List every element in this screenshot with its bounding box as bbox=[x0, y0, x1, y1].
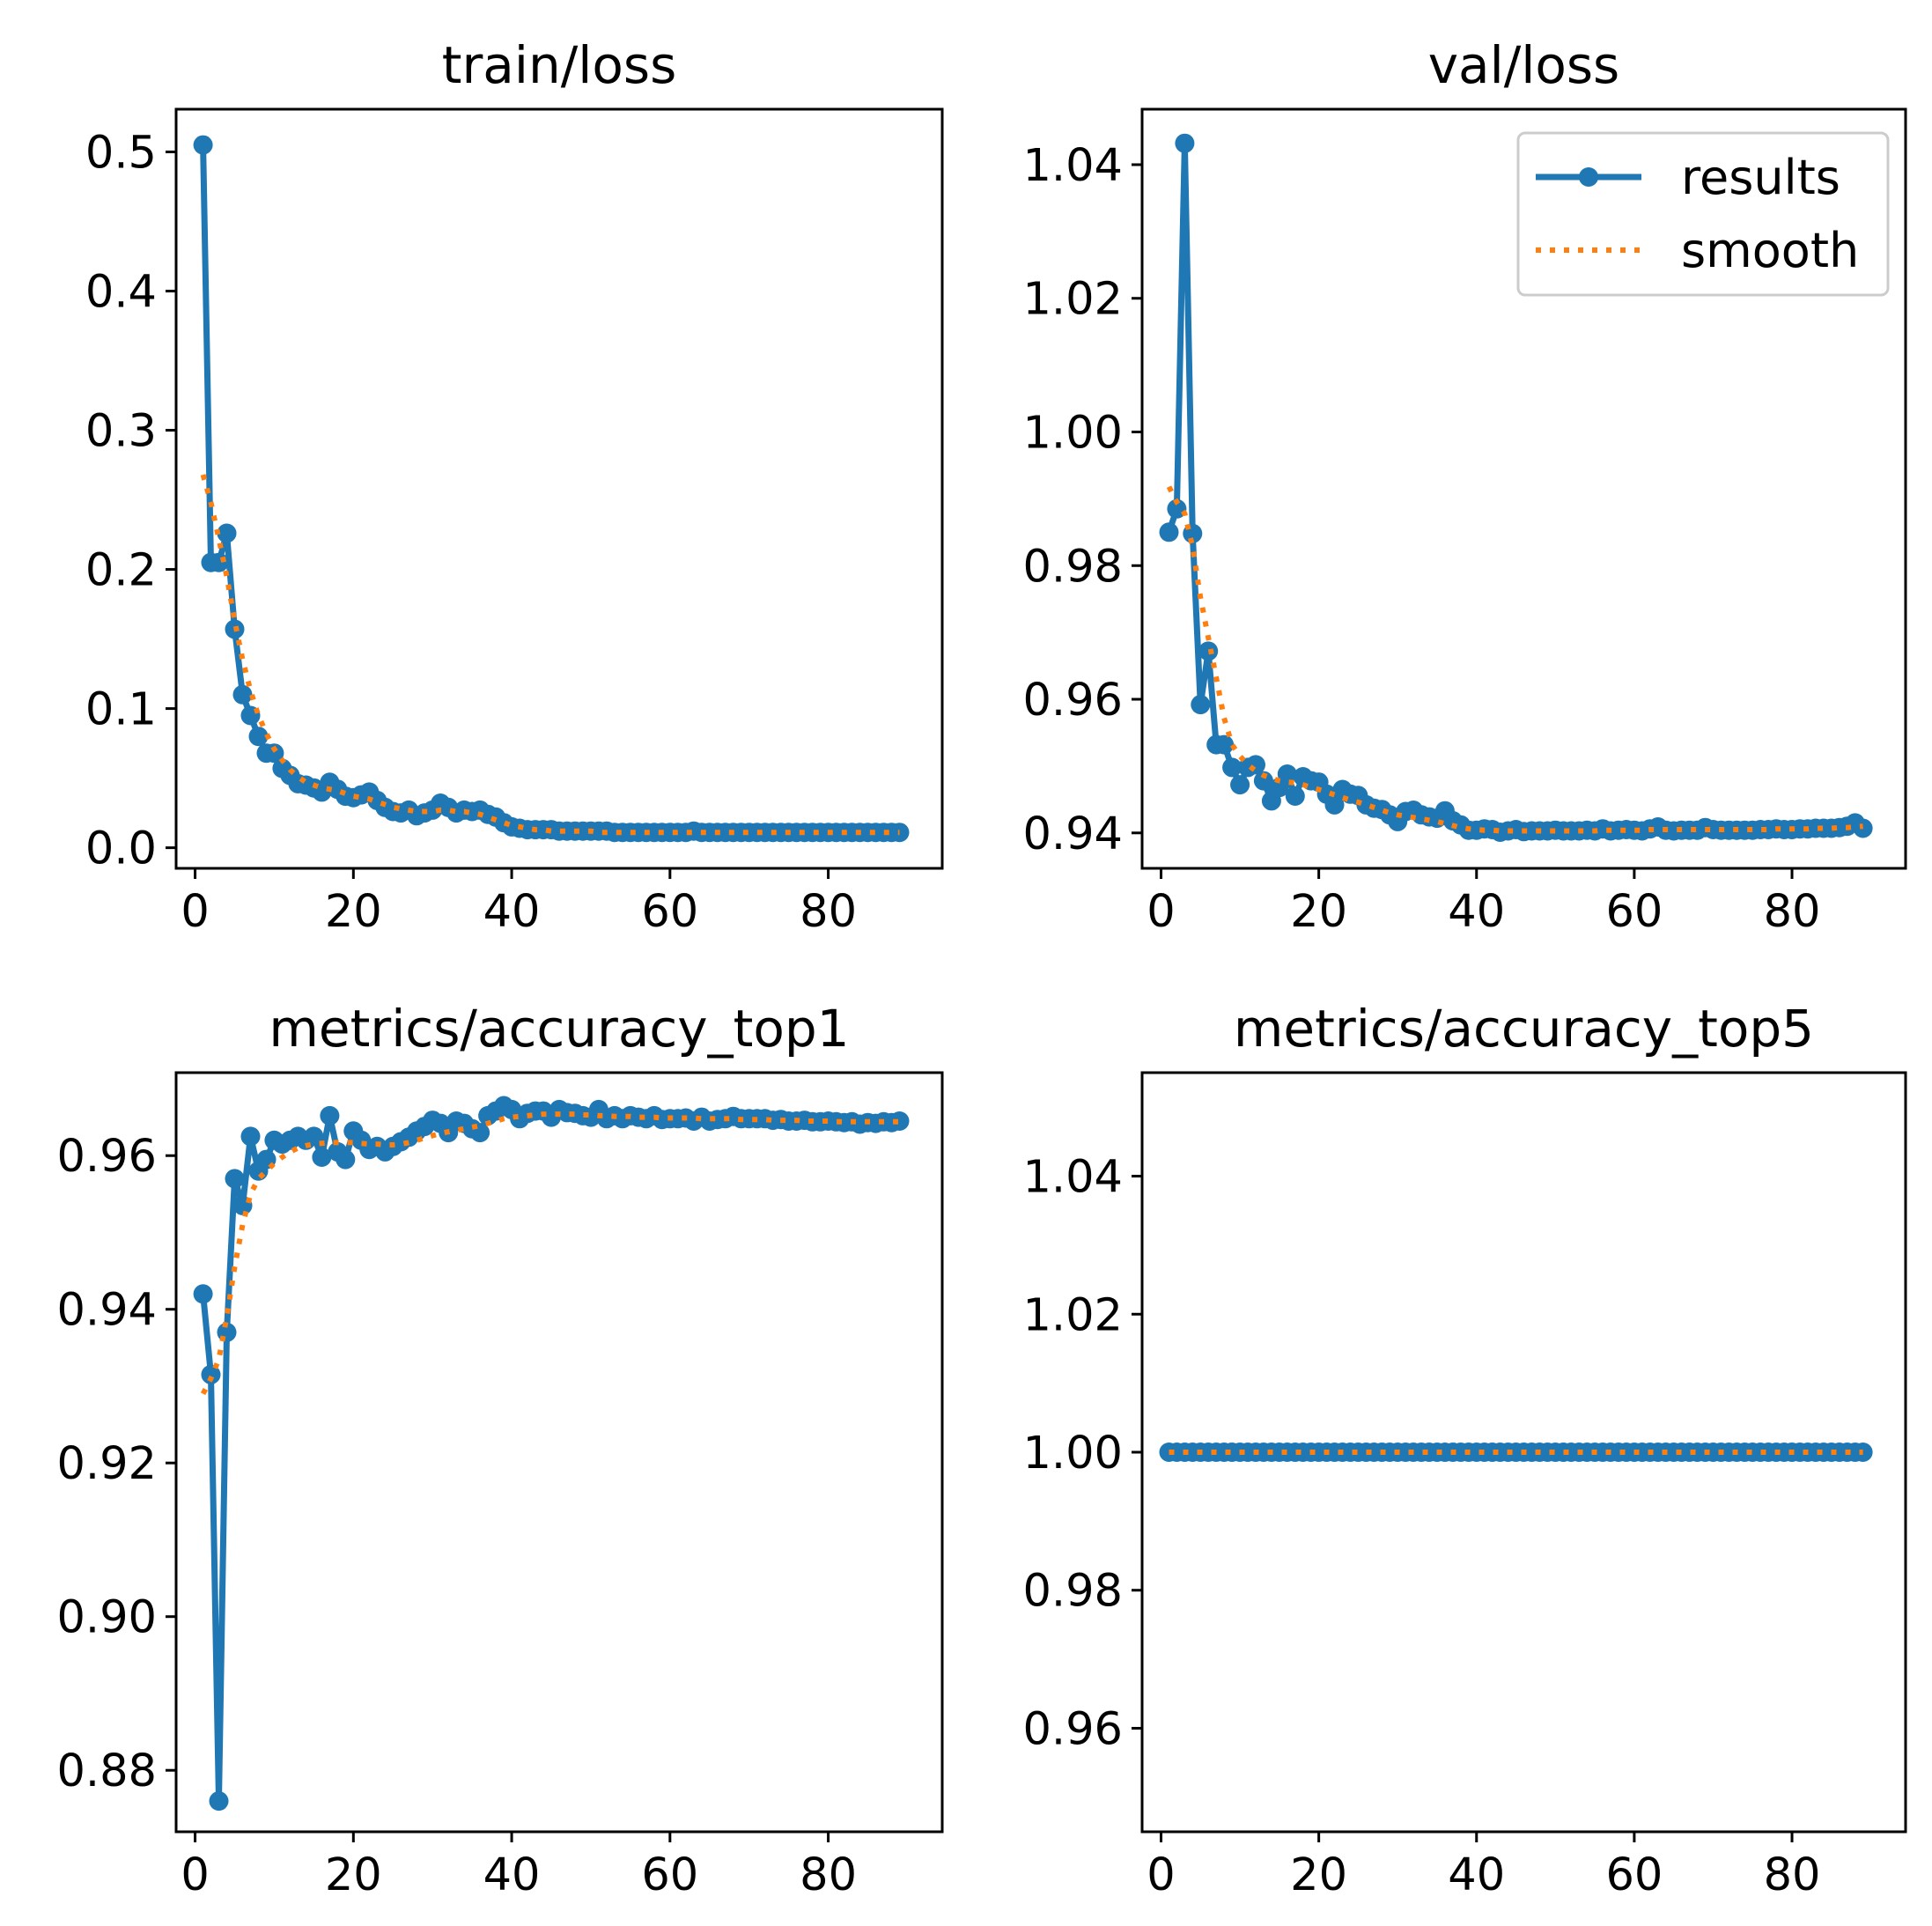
results-point bbox=[1324, 794, 1345, 815]
y-tick-label: 0.4 bbox=[85, 267, 157, 319]
legend-box bbox=[1516, 131, 1890, 297]
plot-frame bbox=[174, 107, 944, 870]
x-tick-label: 60 bbox=[641, 886, 698, 938]
y-tick-label: 1.00 bbox=[1022, 1428, 1123, 1480]
results-point bbox=[240, 1126, 261, 1147]
x-tick-label: 80 bbox=[800, 886, 857, 938]
results-point bbox=[312, 1147, 332, 1167]
y-tick-label: 0.1 bbox=[85, 684, 157, 736]
results-line bbox=[200, 142, 903, 836]
smooth-line bbox=[1166, 485, 1863, 834]
x-tick-label: 80 bbox=[1764, 886, 1821, 938]
results-point bbox=[304, 1126, 324, 1147]
x-tick-label: 0 bbox=[181, 886, 209, 938]
y-tick-label: 0.90 bbox=[56, 1592, 157, 1644]
x-tick-label: 20 bbox=[1290, 886, 1347, 938]
results-point bbox=[193, 135, 213, 155]
y-tick-label: 0.96 bbox=[56, 1131, 157, 1183]
y-tick-label: 0.92 bbox=[56, 1438, 157, 1490]
y-tick-label: 1.02 bbox=[1022, 1289, 1123, 1341]
x-tick-label: 60 bbox=[641, 1849, 698, 1901]
x-tick-label: 40 bbox=[483, 886, 541, 938]
chart-title: metrics/accuracy_top5 bbox=[1234, 999, 1814, 1059]
x-tick-label: 20 bbox=[325, 886, 382, 938]
x-tick-label: 40 bbox=[1448, 1849, 1505, 1901]
results-point bbox=[264, 743, 284, 764]
chart-panel-val-loss: val/loss 0 20 40 60 80 0.94 0.96 0.98 1.00 1.02 1.0… bbox=[1022, 35, 1907, 938]
plot-data bbox=[1159, 1443, 1873, 1462]
plot-data bbox=[193, 1096, 910, 1812]
results-point bbox=[1285, 786, 1305, 806]
x-tick-label: 40 bbox=[1448, 886, 1505, 938]
results-point bbox=[201, 1364, 221, 1384]
results-point bbox=[248, 727, 269, 747]
x-tick-label: 60 bbox=[1605, 886, 1663, 938]
results-point bbox=[1191, 695, 1211, 715]
chart-title: val/loss bbox=[1428, 35, 1620, 95]
plot-data bbox=[1159, 133, 1873, 842]
x-tick-label: 80 bbox=[800, 1849, 857, 1901]
results-point bbox=[209, 552, 229, 572]
y-tick-label: 0.0 bbox=[85, 823, 157, 875]
results-point bbox=[193, 1284, 213, 1304]
chart-panel-metrics-accuracy-top5: metrics/accuracy_top5 0 20 40 60 80 0.96 0.98 1.… bbox=[1022, 999, 1907, 1901]
y-tick-label: 0.3 bbox=[85, 406, 157, 458]
y-tick-label: 0.98 bbox=[1022, 1566, 1123, 1618]
results-point bbox=[320, 1105, 340, 1125]
x-tick-label: 0 bbox=[181, 1849, 209, 1901]
x-tick-label: 80 bbox=[1764, 1849, 1821, 1901]
results-point bbox=[1222, 757, 1243, 778]
results-point bbox=[232, 684, 253, 705]
x-tick-label: 60 bbox=[1605, 1849, 1663, 1901]
x-tick-label: 0 bbox=[1147, 1849, 1175, 1901]
chart-panel-metrics-accuracy-top1: metrics/accuracy_top1 0 20 40 60 80 0.88 0.90 0.… bbox=[56, 999, 944, 1901]
y-tick-label: 1.04 bbox=[1022, 1152, 1123, 1204]
legend: results smooth bbox=[1516, 131, 1890, 297]
legend-results-marker bbox=[1579, 167, 1598, 187]
results-point bbox=[889, 1111, 910, 1131]
results-point bbox=[1159, 522, 1179, 542]
smooth-line bbox=[200, 1111, 900, 1396]
results-point bbox=[209, 1791, 229, 1812]
plot-frame bbox=[1140, 107, 1907, 870]
y-tick-label: 0.5 bbox=[85, 128, 157, 180]
chart-panel-train-loss: train/loss 0 20 40 60 80 0.0 0.1 0.2 0.3 0.4 0.5 bbox=[85, 35, 944, 938]
results-line bbox=[200, 1103, 903, 1804]
x-tick-label: 20 bbox=[325, 1849, 382, 1901]
results-point bbox=[336, 1149, 356, 1170]
results-point bbox=[217, 523, 237, 543]
legend-label-results: results bbox=[1681, 150, 1840, 205]
results-point bbox=[1230, 775, 1250, 795]
y-tick-label: 0.94 bbox=[1022, 808, 1123, 860]
y-tick-label: 0.96 bbox=[1022, 1703, 1123, 1755]
chart-title: train/loss bbox=[442, 35, 677, 95]
results-point bbox=[1277, 764, 1297, 784]
legend-label-smooth: smooth bbox=[1681, 223, 1859, 278]
results-point bbox=[225, 1169, 245, 1189]
chart-title: metrics/accuracy_top1 bbox=[269, 999, 849, 1059]
y-tick-label: 0.2 bbox=[85, 545, 157, 597]
results-point bbox=[1175, 133, 1195, 153]
y-tick-label: 1.04 bbox=[1022, 140, 1123, 192]
plot-frame bbox=[174, 1071, 944, 1834]
results-point bbox=[1253, 771, 1273, 791]
y-tick-label: 0.98 bbox=[1022, 541, 1123, 593]
x-tick-label: 20 bbox=[1290, 1849, 1347, 1901]
x-tick-label: 40 bbox=[483, 1849, 541, 1901]
plot-data bbox=[193, 135, 910, 843]
results-point bbox=[1214, 734, 1235, 755]
y-tick-label: 0.94 bbox=[56, 1285, 157, 1337]
y-tick-label: 0.88 bbox=[56, 1745, 157, 1797]
y-tick-label: 1.02 bbox=[1022, 274, 1123, 326]
y-tick-label: 0.96 bbox=[1022, 675, 1123, 727]
y-tick-label: 1.00 bbox=[1022, 408, 1123, 460]
x-tick-label: 0 bbox=[1147, 886, 1175, 938]
